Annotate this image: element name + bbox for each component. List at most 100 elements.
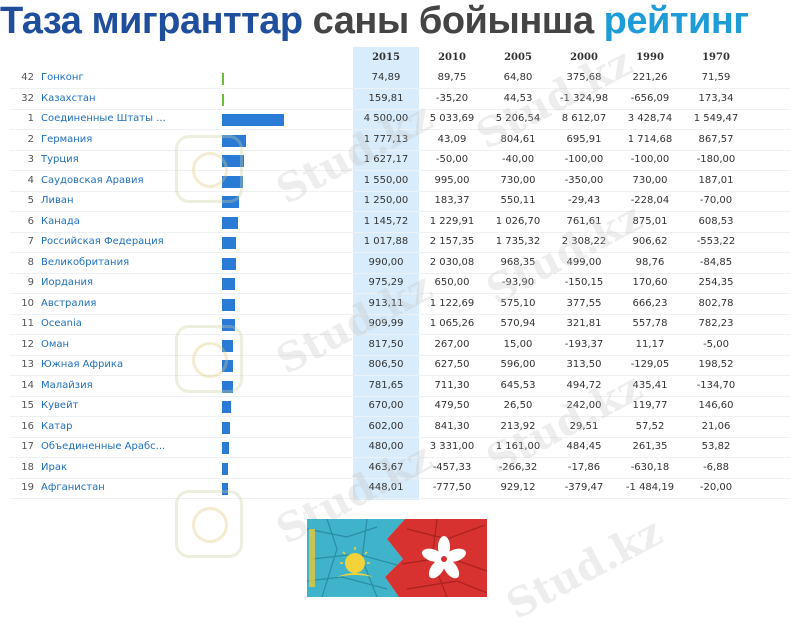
table-row[interactable]: 9 Иордания 975,29 650,00 -93,90 -150,15 170,60… (10, 273, 788, 293)
value-bar (222, 114, 284, 126)
value-cell-1990: 11,17 (635, 338, 665, 350)
rank-cell: 5 (27, 195, 34, 206)
value-cell-1990: 1 714,68 (627, 133, 673, 145)
value-cell-2005: 15,00 (503, 338, 533, 350)
column-header-2010[interactable]: 2010 (438, 52, 466, 63)
country-link[interactable]: Oceania (41, 318, 82, 329)
value-cell-2010: 2 157,35 (429, 236, 475, 247)
value-cell-1990: -630,18 (630, 461, 670, 473)
value-cell-2010: -777,50 (432, 482, 472, 493)
value-cell-2005: 570,94 (500, 318, 536, 329)
table-row[interactable]: 12 Оман 817,50 267,00 15,00 -193,37 11,17 -5,00 (10, 335, 788, 355)
row-divider (10, 416, 790, 417)
value-cell-2010: 841,30 (434, 420, 470, 432)
row-divider (10, 375, 790, 376)
rank-cell: 3 (27, 154, 34, 165)
table-row[interactable]: 18 Ирак 463,67 -457,33 -266,32 -17,86 -630,18 -… (10, 458, 788, 478)
country-link[interactable]: Гонконг (41, 72, 84, 83)
value-cell-2000: -29,43 (567, 195, 601, 206)
table-row[interactable]: 6 Канада 1 145,72 1 229,91 1 026,70 761,61 875… (10, 212, 788, 232)
rank-cell: 14 (21, 379, 34, 391)
rank-cell: 42 (21, 72, 34, 83)
country-link[interactable]: Объединенные Арабс... (41, 441, 166, 452)
rank-cell: 32 (21, 92, 34, 104)
value-cell-1990: 906,62 (632, 236, 668, 247)
country-link[interactable]: Российская Федерация (41, 236, 164, 247)
value-cell-2000: 499,00 (566, 256, 602, 268)
table-row[interactable]: 17 Объединенные Арабс... 480,00 3 331,00 1 1… (10, 437, 788, 457)
country-link[interactable]: Австралия (41, 297, 97, 309)
country-link[interactable]: Германия (41, 133, 93, 145)
value-cell-1990: 119,77 (632, 400, 668, 411)
country-link[interactable]: Великобритания (41, 256, 130, 268)
value-cell-2000: -350,00 (564, 174, 604, 186)
value-bar (222, 380, 233, 393)
value-bar (222, 155, 245, 167)
country-link[interactable]: Катар (41, 420, 73, 432)
value-cell-1970: 53,82 (701, 441, 731, 452)
table-row[interactable]: 8 Великобритания 990,00 2 030,08 968,35 499,0… (10, 253, 788, 273)
table-row[interactable]: 1 Соединенные Штаты ... 4 500,00 5 033,69 5 … (10, 109, 788, 129)
value-cell-2005: 26,50 (503, 400, 533, 411)
column-header-2000[interactable]: 2000 (570, 52, 598, 63)
value-bar (222, 257, 236, 270)
value-cell-1970: -20,00 (699, 482, 733, 493)
row-divider (10, 231, 790, 233)
value-cell-2000: 377,55 (566, 297, 602, 309)
country-link[interactable]: Канада (41, 215, 80, 227)
row-divider (10, 190, 790, 192)
table-row[interactable]: 2 Германия 1 777,13 43,09 804,61 695,91 1 714,… (10, 130, 788, 150)
value-cell-2005: 213,92 (500, 420, 536, 432)
rank-cell: 7 (27, 236, 34, 247)
table-row[interactable]: 7 Российская Федерация 1 017,88 2 157,35 1 7… (10, 232, 788, 252)
country-link[interactable]: Кувейт (41, 400, 79, 411)
country-link[interactable]: Ирак (41, 461, 67, 473)
country-link[interactable]: Малайзия (41, 379, 93, 391)
table-row[interactable]: 42 Гонконг 74,89 89,75 64,80 375,68 221,26 71,5… (10, 68, 788, 88)
country-link[interactable]: Оман (41, 338, 70, 350)
value-cell-2000: 695,91 (566, 133, 602, 145)
value-cell-2015: 817,50 (368, 338, 404, 350)
country-link[interactable]: Афганистан (41, 482, 105, 493)
value-cell-2010: -457,33 (432, 461, 472, 473)
value-cell-1990: 170,60 (632, 277, 668, 288)
value-cell-2010: 267,00 (434, 338, 470, 350)
table-row[interactable]: 16 Катар 602,00 841,30 213,92 29,51 57,52 21,06 (10, 417, 788, 437)
value-bar (222, 319, 235, 331)
column-header-1990[interactable]: 1990 (636, 52, 664, 63)
value-cell-1990: 221,26 (632, 72, 668, 83)
value-bar (222, 401, 232, 413)
value-cell-1970: 867,57 (698, 133, 734, 145)
kazakhstan-flag-icon (307, 519, 405, 597)
country-link[interactable]: Южная Африка (41, 359, 124, 370)
country-link[interactable]: Иордания (41, 277, 94, 288)
row-divider (10, 108, 790, 110)
country-link[interactable]: Казахстан (41, 92, 96, 104)
table-row[interactable]: 15 Кувейт 670,00 479,50 26,50 242,00 119,77 146… (10, 396, 788, 416)
value-cell-1990: 875,01 (632, 215, 668, 227)
value-cell-2010: 1 065,26 (429, 318, 475, 329)
table-row[interactable]: 4 Саудовская Аравия 1 550,00 995,00 730,00 -3… (10, 171, 788, 191)
column-header-2005[interactable]: 2005 (504, 52, 532, 63)
column-header-2015[interactable]: 2015 (372, 52, 400, 63)
country-link[interactable]: Ливан (41, 195, 74, 206)
value-bar (222, 278, 236, 290)
country-link[interactable]: Соединенные Штаты ... (41, 113, 166, 124)
value-cell-1970: 21,06 (701, 420, 731, 432)
table-row[interactable]: 19 Афганистан 448,01 -777,50 929,12 -379,47 -1… (10, 478, 788, 498)
country-link[interactable]: Турция (41, 154, 79, 165)
table-row[interactable]: 32 Казахстан 159,81 -35,20 44,53 -1 324,98 -65… (10, 89, 788, 109)
table-row[interactable]: 14 Малайзия 781,65 711,30 645,53 494,72 435,41… (10, 376, 788, 396)
table-row[interactable]: 3 Турция 1 627,17 -50,00 -40,00 -100,00 -100,0… (10, 150, 788, 170)
value-cell-2015: 1 145,72 (363, 215, 409, 227)
row-divider (10, 436, 790, 438)
table-row[interactable]: 5 Ливан 1 250,00 183,37 550,11 -29,43 -228,04 -… (10, 191, 788, 211)
table-row[interactable]: 13 Южная Африка 806,50 627,50 596,00 313,50 -1… (10, 355, 788, 375)
table-row[interactable]: 10 Австралия 913,11 1 122,69 575,10 377,55 666… (10, 294, 788, 314)
value-cell-2015: 975,29 (368, 277, 404, 288)
column-header-1970[interactable]: 1970 (702, 52, 730, 63)
value-bar (222, 196, 240, 208)
table-row[interactable]: 11 Oceania 909,99 1 065,26 570,94 321,81 557,7… (10, 314, 788, 334)
value-cell-2005: 804,61 (500, 133, 536, 145)
country-link[interactable]: Саудовская Аравия (41, 174, 144, 186)
